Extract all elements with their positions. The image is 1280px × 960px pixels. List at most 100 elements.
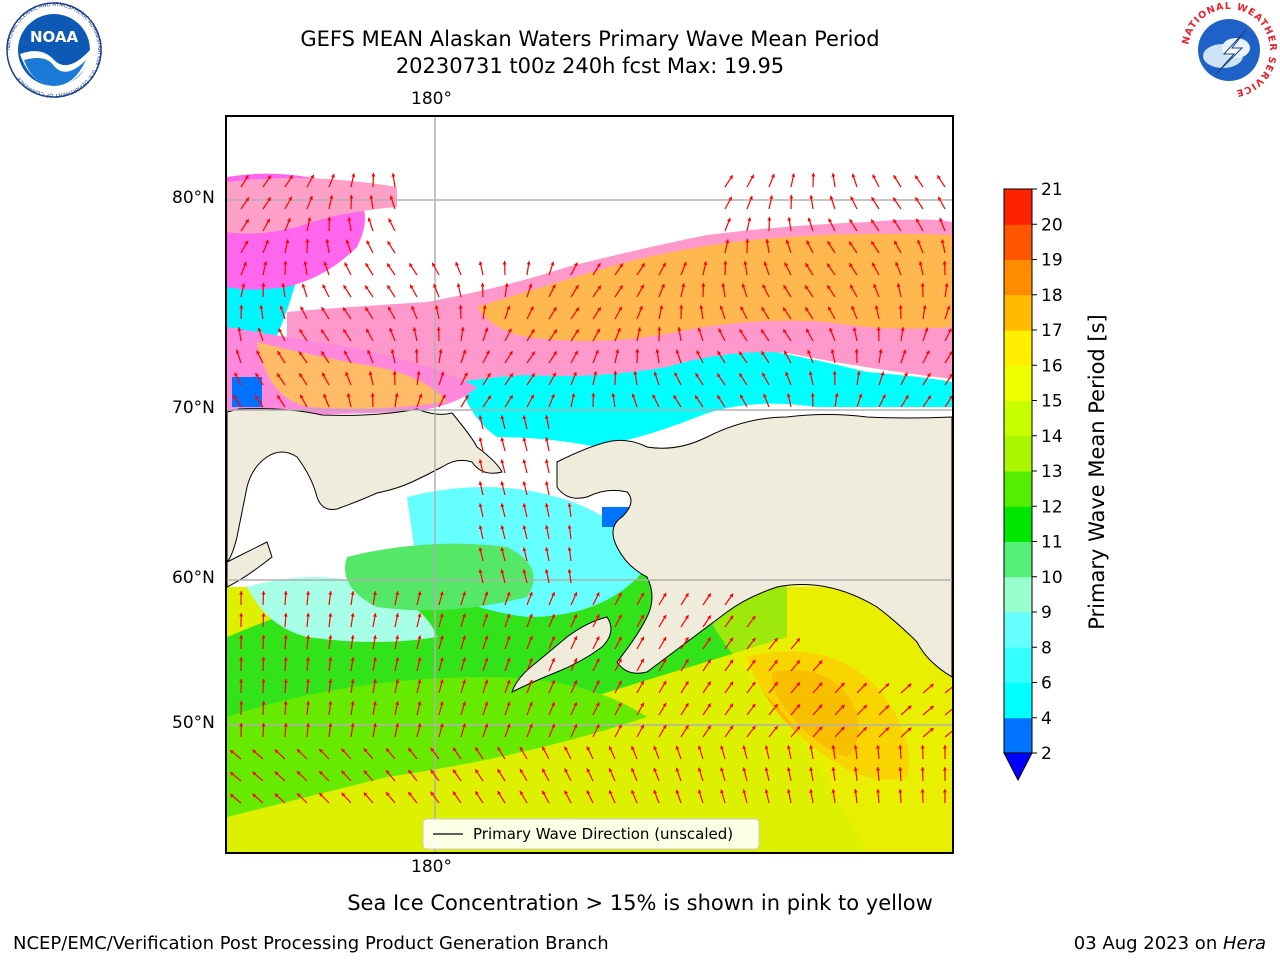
wave-direction-arrow-head [831, 767, 836, 771]
wave-direction-arrow-head [618, 614, 622, 619]
wave-direction-arrow-head [433, 283, 438, 288]
wave-direction-arrow-head [662, 614, 667, 619]
wave-direction-arrow-head [252, 771, 257, 776]
wave-direction-arrow-head [697, 327, 702, 332]
wave-direction-arrow-head [478, 437, 483, 442]
wave-direction-arrow-head [509, 373, 513, 378]
wave-direction-arrow-head [807, 349, 812, 354]
lat-label-50: 50°N [172, 713, 215, 733]
wave-direction-arrow-head [310, 174, 314, 179]
wave-direction-arrow-head [530, 329, 535, 334]
wave-direction-arrow-shaft [944, 708, 952, 716]
wave-direction-arrow-head [266, 218, 270, 223]
wave-direction-arrow-head [828, 218, 833, 223]
wave-direction-arrow-head [411, 305, 416, 310]
wave-direction-arrow-head [417, 723, 422, 728]
wave-direction-arrow-head [631, 393, 636, 398]
wave-direction-arrow-head [417, 679, 422, 684]
wave-direction-arrow-head [764, 789, 769, 794]
wave-direction-arrow-head [408, 769, 413, 774]
wave-direction-arrow-head [902, 349, 907, 354]
wave-direction-arrow-head [783, 329, 787, 334]
wave-direction-arrow-head [809, 789, 814, 793]
wave-direction-arrow-head [827, 241, 832, 246]
land-alaska-main [556, 414, 952, 678]
wave-direction-arrow-head [542, 746, 546, 751]
wave-direction-arrow-head [305, 679, 311, 683]
colorbar-segment [1004, 294, 1032, 331]
wave-direction-arrow-head [638, 305, 643, 310]
wave-direction-arrow-head [871, 241, 875, 246]
wave-direction-arrow-head [662, 702, 667, 707]
wave-direction-arrow-head [761, 351, 765, 356]
wave-direction-arrow-head [682, 261, 687, 266]
wave-direction-arrow-head [256, 350, 261, 355]
wave-direction-arrow-head [484, 657, 489, 662]
wave-direction-arrow-head [675, 745, 680, 750]
wave-direction-arrow-head [611, 393, 616, 397]
wave-direction-arrow-head [876, 327, 881, 331]
wave-direction-arrow-head [456, 283, 461, 288]
wave-direction-arrow-head [594, 349, 599, 354]
wave-direction-arrow-head [673, 395, 678, 400]
colorbar-segment [1004, 400, 1032, 437]
wave-direction-arrow-head [305, 613, 311, 617]
wave-direction-arrow-head [285, 239, 290, 244]
wave-direction-arrow-head [283, 591, 288, 595]
wave-direction-arrow-head [573, 592, 578, 597]
wave-direction-arrow-head [904, 395, 909, 400]
wave-direction-arrow-head [740, 394, 744, 399]
wave-direction-arrow-head [531, 373, 535, 378]
wave-direction-arrow-head [805, 285, 809, 290]
wave-direction-arrow-head [347, 217, 352, 221]
wave-direction-arrow-head [367, 217, 372, 222]
wave-direction-arrow-head [372, 635, 377, 639]
lon-label-top: 180° [411, 89, 452, 109]
wave-direction-arrow-head [618, 658, 622, 663]
wave-direction-arrow-head [261, 701, 266, 705]
wave-direction-arrow-head [366, 240, 371, 245]
wave-direction-arrow-head [519, 768, 524, 773]
wave-direction-arrow-head [763, 261, 768, 266]
wave-direction-arrow-head [834, 393, 839, 397]
wave-direction-arrow-head [616, 327, 621, 332]
wave-direction-arrow-head [829, 195, 834, 200]
wave-direction-arrow-head [439, 679, 444, 684]
wave-direction-arrow-head [434, 305, 439, 310]
wave-direction-arrow-head [346, 393, 351, 398]
colorbar-segment [1004, 682, 1032, 719]
wave-direction-arrow-head [573, 636, 578, 641]
wave-direction-arrow-head [684, 681, 689, 686]
colorbar-segment [1004, 506, 1032, 542]
wave-direction-arrow-head [881, 394, 886, 399]
wave-direction-arrow-head [345, 239, 350, 244]
wave-direction-arrow-head [439, 723, 444, 728]
wave-direction-arrow-head [805, 307, 809, 312]
wave-direction-arrow-head [896, 283, 901, 288]
wave-direction-arrow-head [417, 591, 422, 596]
wave-direction-arrow-head [853, 745, 858, 749]
colorbar-tick-label: 18 [1041, 286, 1063, 306]
wave-direction-arrow-head [464, 395, 469, 400]
wave-direction-arrow-head [662, 658, 667, 663]
wave-direction-arrow-head [684, 615, 689, 620]
land-alaska-siberia [227, 408, 503, 563]
colorbar-segment [1004, 647, 1032, 683]
wave-direction-arrow-head [915, 197, 919, 202]
wave-direction-arrow-head [475, 747, 479, 752]
wave-direction-arrow-head [321, 307, 326, 312]
wave-direction-arrow-head [878, 349, 883, 353]
wave-direction-arrow-head [283, 723, 288, 727]
wave-direction-arrow-head [239, 679, 244, 683]
wave-direction-arrow-head [341, 770, 346, 775]
wave-direction-arrow-head [507, 328, 512, 333]
wave-direction-arrow-head [696, 350, 701, 355]
wave-direction-arrow-head [506, 657, 511, 662]
wave-direction-arrow-head [417, 635, 422, 640]
wave-direction-arrow-head [573, 702, 578, 707]
land-chukotka-tip [227, 541, 273, 588]
wave-direction-arrow-head [707, 681, 711, 686]
wave-direction-arrow-head [707, 637, 711, 642]
wave-direction-arrow-head [640, 724, 644, 729]
wave-direction-arrow-head [849, 241, 853, 246]
